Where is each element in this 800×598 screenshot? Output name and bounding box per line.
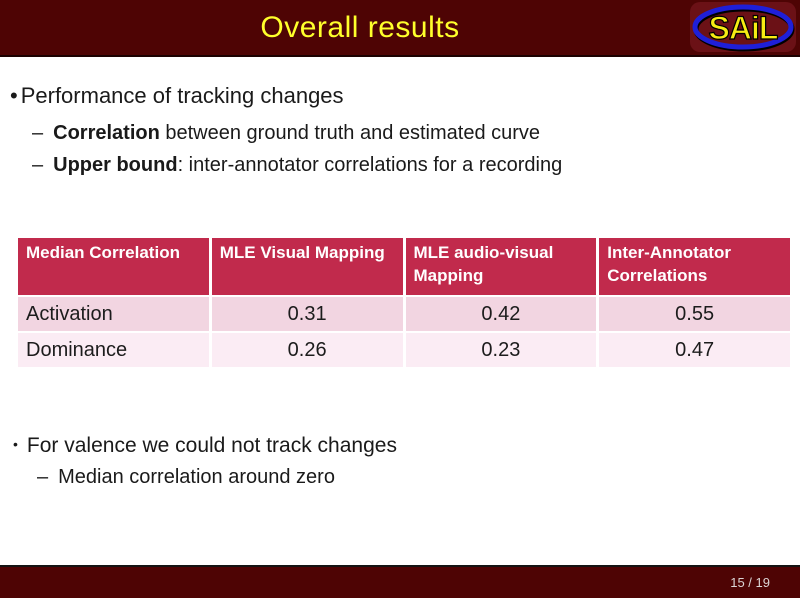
header-mle-audio-visual: MLE audio-visual Mapping	[402, 236, 600, 297]
cell-dominance-audio-visual: 0.23	[402, 330, 600, 369]
cell-activation-audio-visual: 0.42	[402, 294, 600, 333]
page-title: Overall results	[260, 11, 460, 44]
bullet-icon: •	[13, 436, 18, 452]
cell-dominance-inter-annotator: 0.47	[596, 330, 793, 369]
dash-icon: –	[32, 154, 44, 176]
row-label-dominance: Dominance	[15, 330, 212, 369]
subbullet-median-zero: – Median correlation around zero	[37, 466, 335, 489]
bullet-performance: • Performance of tracking changes	[10, 83, 344, 109]
subbullet-upper-bound-rest: : inter-annotator correlations for a rec…	[177, 154, 563, 176]
table-row: Dominance 0.26 0.23 0.47	[15, 330, 793, 369]
cell-activation-visual: 0.31	[208, 294, 406, 333]
subbullet-upper-bound: – Upper bound: inter-annotator correlatio…	[32, 154, 562, 177]
sail-logo: SAiL	[690, 2, 796, 52]
subbullet-correlation-bold: Correlation	[53, 122, 160, 144]
cell-dominance-visual: 0.26	[208, 330, 406, 369]
results-table: Median Correlation MLE Visual Mapping ML…	[15, 236, 793, 369]
footer-bar: 15 / 19	[0, 565, 800, 598]
subbullet-median-zero-text: Median correlation around zero	[58, 466, 335, 488]
page-number: 15 / 19	[730, 575, 770, 590]
table-header-row: Median Correlation MLE Visual Mapping ML…	[15, 236, 793, 297]
dash-icon: –	[32, 122, 44, 144]
results-table-container: Median Correlation MLE Visual Mapping ML…	[15, 236, 793, 369]
table-row: Activation 0.31 0.42 0.55	[15, 294, 793, 333]
bullet-performance-text: Performance of tracking changes	[20, 83, 344, 108]
bullet-valence-text: For valence we could not track changes	[26, 434, 397, 457]
bullet-valence: • For valence we could not track changes	[13, 434, 397, 458]
bullet-icon: •	[10, 83, 18, 108]
subbullet-correlation-rest: between ground truth and estimated curve	[159, 122, 541, 144]
sail-logo-text: SAiL	[709, 10, 778, 46]
sail-logo-icon: SAiL	[692, 4, 795, 52]
dash-icon: –	[37, 466, 49, 488]
subbullet-upper-bound-bold: Upper bound	[53, 154, 178, 176]
row-label-activation: Activation	[15, 294, 212, 333]
header-inter-annotator: Inter-Annotator Correlations	[596, 236, 793, 297]
subbullet-correlation: – Correlation between ground truth and es…	[32, 122, 540, 145]
header-mle-visual: MLE Visual Mapping	[208, 236, 406, 297]
cell-activation-inter-annotator: 0.55	[596, 294, 793, 333]
header-median-correlation: Median Correlation	[15, 236, 212, 297]
title-bar: Overall results SAiL	[0, 0, 800, 57]
